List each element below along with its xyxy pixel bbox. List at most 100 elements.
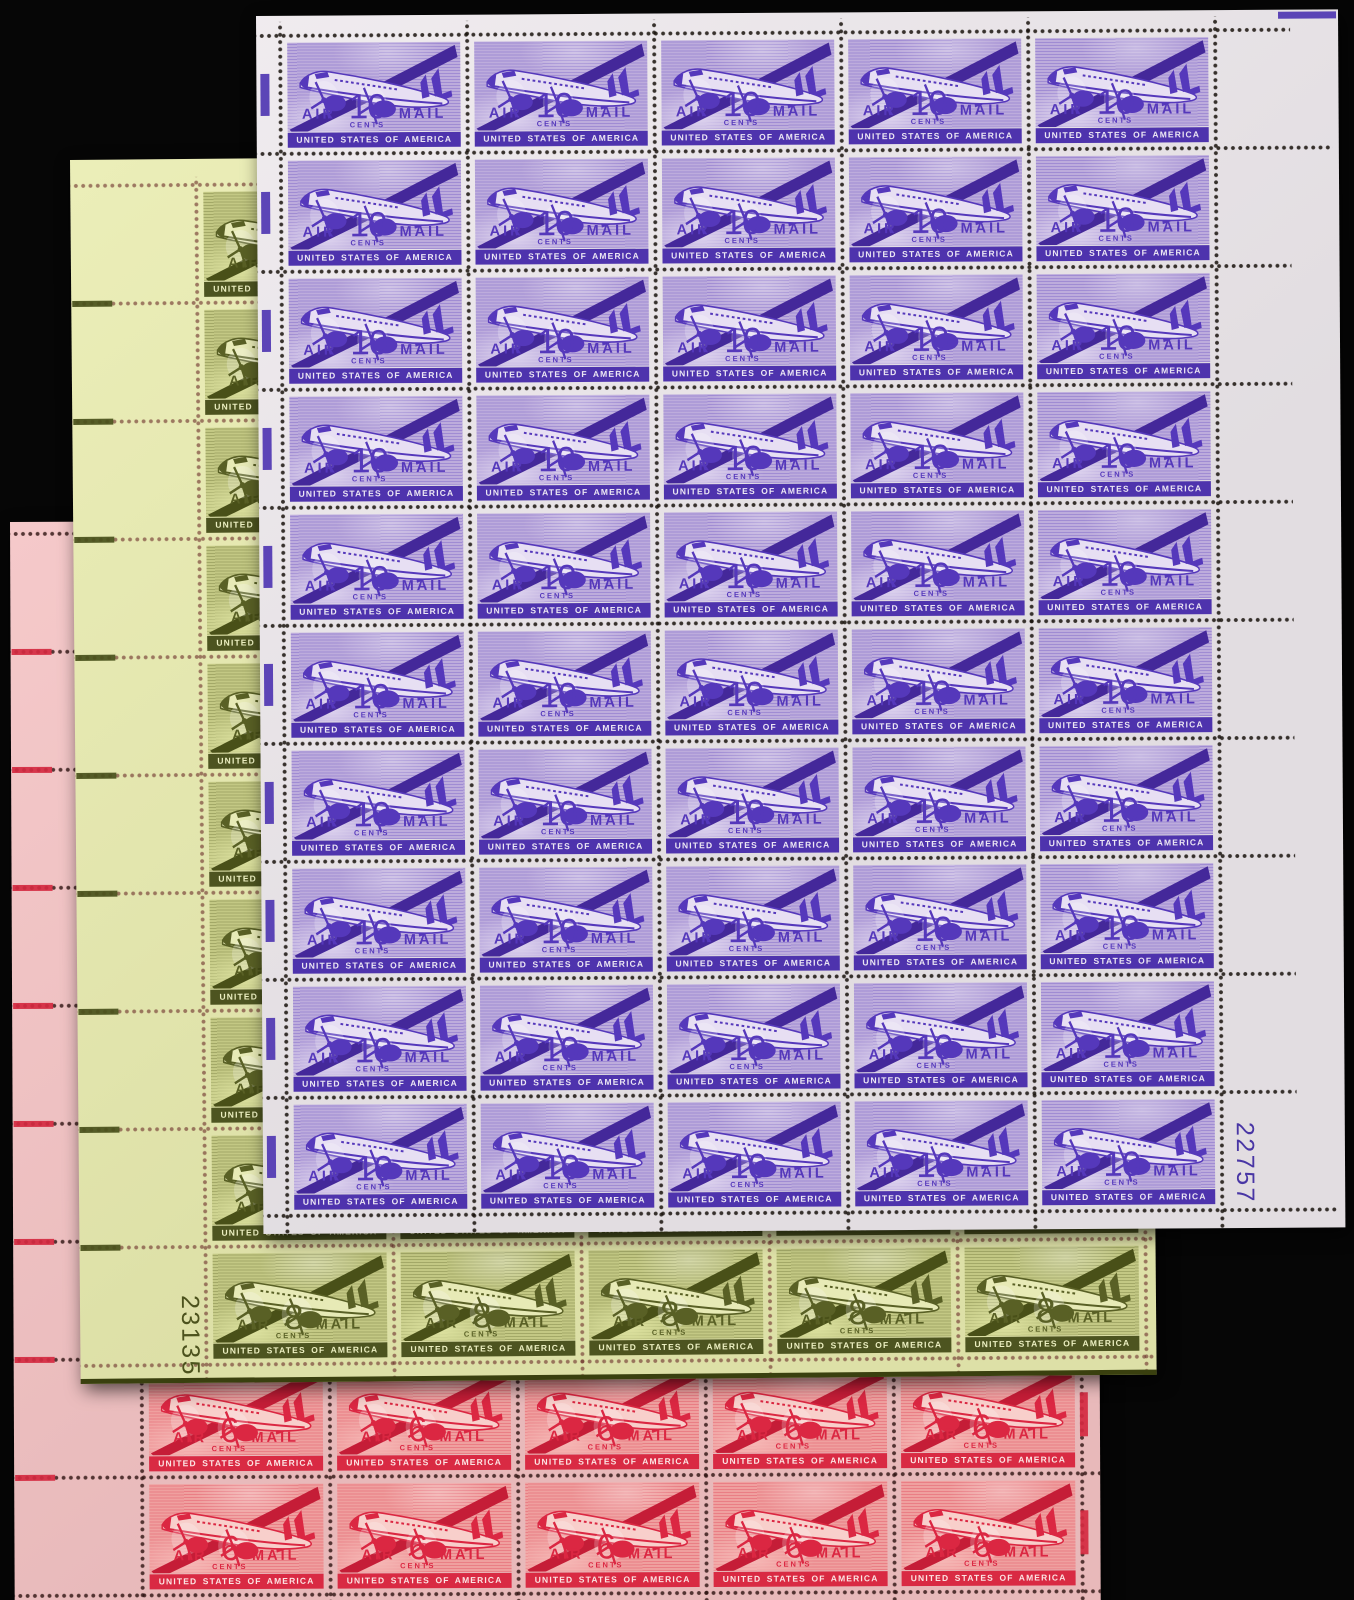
transport-plane-icon (295, 988, 464, 1076)
country-banner: UNITED STATES OF AMERICA (667, 1073, 841, 1090)
stamp-vignette (1035, 37, 1209, 128)
transport-plane-icon (854, 631, 1023, 719)
country-banner: UNITED STATES OF AMERICA (853, 954, 1027, 971)
country-banner: UNITED STATES OF AMERICA (666, 955, 840, 972)
stamp-vignette (400, 1250, 576, 1342)
country-banner: UNITED STATES OF AMERICA (477, 602, 651, 619)
stamp-vignette (336, 1364, 512, 1455)
transport-plane-icon (291, 398, 460, 486)
country-banner: UNITED STATES OF AMERICA (1039, 717, 1213, 734)
transport-plane-icon (854, 749, 1023, 837)
stamp-vignette (477, 630, 652, 721)
country-banner: UNITED STATES OF AMERICA (853, 836, 1027, 853)
country-banner: UNITED STATES OF AMERICA (149, 1455, 324, 1472)
transport-plane-icon (850, 41, 1019, 129)
country-banner: UNITED STATES OF AMERICA (777, 1337, 952, 1354)
country-banner: UNITED STATES OF AMERICA (337, 1572, 512, 1589)
electric-eye-dash (266, 1135, 277, 1178)
transport-plane-icon (902, 1365, 1072, 1453)
airmail-stamp: AIR 10 CENTS MAIL UNITED STATES OF AMERI… (1032, 738, 1220, 857)
top-margin-dash (1277, 11, 1337, 19)
country-banner: UNITED STATES OF AMERICA (851, 600, 1025, 617)
transport-plane-icon (292, 516, 461, 604)
stamp-vignette (291, 749, 466, 840)
airmail-stamp: AIR 10 CENTS MAIL UNITED STATES OF AMERI… (842, 149, 1030, 268)
airmail-stamp: AIR 10 CENTS MAIL UNITED STATES OF AMERI… (659, 858, 847, 977)
stamp-vignette (290, 513, 464, 604)
stamp-vignette (665, 747, 840, 838)
stamp-vignette (287, 41, 461, 132)
electric-eye-dash (12, 884, 53, 891)
airmail-stamp: AIR 10 CENTS MAIL UNITED STATES OF AMERI… (468, 152, 656, 271)
transport-plane-icon (714, 1366, 884, 1453)
country-banner: UNITED STATES OF AMERICA (850, 482, 1024, 499)
electric-eye-dash (79, 1126, 120, 1133)
electric-eye-dash (263, 663, 274, 706)
electric-eye-dash (11, 648, 52, 655)
stamp-vignette (851, 628, 1026, 719)
airmail-stamp: AIR 10 CENTS MAIL UNITED STATES OF AMERI… (469, 388, 657, 507)
airmail-stamp: AIR 10 CENTS MAIL UNITED STATES OF AMERI… (1030, 384, 1218, 503)
transport-plane-icon (478, 397, 647, 485)
country-banner: UNITED STATES OF AMERICA (479, 956, 653, 973)
transport-plane-icon (665, 396, 834, 484)
airmail-stamp: AIR 6 CENTS MAIL UNITED STATES OF AMERIC… (518, 1475, 707, 1594)
country-banner: UNITED STATES OF AMERICA (589, 1338, 764, 1356)
airmail-stamp: AIR 10 CENTS MAIL UNITED STATES OF AMERI… (845, 621, 1033, 740)
stamp-vignette (900, 1362, 1076, 1453)
country-banner: UNITED STATES OF AMERICA (289, 367, 463, 384)
transport-plane-icon (779, 1250, 948, 1338)
airmail-stamp: AIR 10 CENTS MAIL UNITED STATES OF AMERI… (473, 978, 661, 1097)
airmail-stamp: AIR 10 CENTS MAIL UNITED STATES OF AMERI… (472, 860, 660, 979)
country-banner: UNITED STATES OF AMERICA (668, 1191, 842, 1208)
airmail-stamp: AIR 10 CENTS MAIL UNITED STATES OF AMERI… (658, 740, 846, 859)
transport-plane-icon (339, 1485, 509, 1573)
electric-eye-dash (14, 1238, 55, 1245)
stamp-vignette (148, 1365, 324, 1456)
stamp-vignette (661, 157, 836, 248)
stamp-vignette (667, 1101, 842, 1192)
stamp-vignette (664, 511, 838, 602)
stamp-vignette (287, 159, 462, 250)
transport-plane-icon (855, 867, 1024, 955)
country-banner: UNITED STATES OF AMERICA (474, 130, 648, 147)
electric-eye-dash (264, 781, 274, 824)
country-banner: UNITED STATES OF AMERICA (213, 1342, 388, 1359)
airmail-stamp: AIR 10 CENTS MAIL UNITED STATES OF AMERI… (470, 506, 658, 625)
country-banner: UNITED STATES OF AMERICA (149, 1573, 324, 1590)
country-banner: UNITED STATES OF AMERICA (288, 249, 462, 266)
transport-plane-icon (476, 43, 645, 131)
stamp-vignette (292, 985, 467, 1076)
country-banner: UNITED STATES OF AMERICA (965, 1335, 1140, 1353)
airmail-stamp: AIR 8 CENTS MAIL UNITED STATES OF AMERIC… (393, 1244, 582, 1364)
transport-plane-icon (1041, 748, 1210, 836)
country-banner: UNITED STATES OF AMERICA (713, 1571, 888, 1587)
transport-plane-icon (527, 1485, 697, 1572)
transport-plane-icon (477, 279, 646, 367)
plate-number: 22757 (1230, 1121, 1260, 1205)
country-banner: UNITED STATES OF AMERICA (287, 131, 461, 148)
airmail-stamp: AIR 10 CENTS MAIL UNITED STATES OF AMERI… (282, 271, 470, 390)
stamp-vignette (901, 1480, 1076, 1571)
transport-plane-icon (296, 1106, 465, 1194)
transport-plane-icon (293, 634, 462, 722)
electric-eye-dash (13, 1120, 54, 1127)
transport-plane-icon (1038, 158, 1207, 246)
transport-plane-icon (293, 752, 462, 840)
electric-eye-dash (80, 1244, 121, 1251)
transport-plane-icon (664, 160, 833, 248)
airmail-stamp: AIR 6 CENTS MAIL UNITED STATES OF AMERIC… (330, 1358, 519, 1477)
electric-eye-dash (73, 418, 114, 425)
stamp-vignette (478, 748, 653, 839)
airmail-stamp: AIR 10 CENTS MAIL UNITED STATES OF AMERI… (660, 976, 848, 1095)
stamp-vignette (850, 392, 1024, 483)
transport-plane-icon (479, 515, 648, 603)
airmail-stamp: AIR 8 CENTS MAIL UNITED STATES OF AMERIC… (769, 1240, 958, 1360)
country-banner: UNITED STATES OF AMERICA (291, 721, 465, 738)
country-banner: UNITED STATES OF AMERICA (401, 1340, 576, 1358)
transport-plane-icon (853, 513, 1022, 601)
electric-eye-dash (15, 1474, 56, 1481)
transport-plane-icon (663, 42, 832, 130)
transport-plane-icon (851, 159, 1020, 247)
